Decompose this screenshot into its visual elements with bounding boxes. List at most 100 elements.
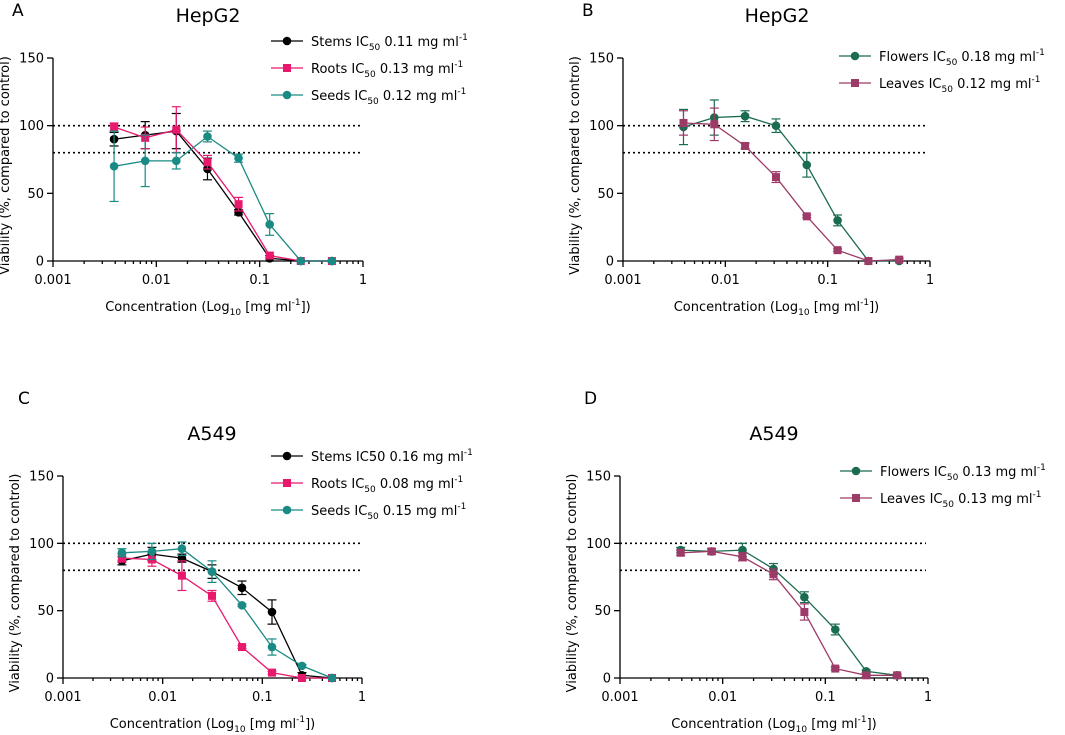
legend-marker <box>282 451 292 461</box>
x-tick-label: 0.001 <box>604 273 641 288</box>
legend-marker <box>850 51 860 61</box>
data-point <box>265 220 274 229</box>
x-tick-label: 0.1 <box>252 690 273 705</box>
data-point <box>140 156 150 166</box>
legend-label: Flowers IC50​ 0.18 mg ml-1​ <box>879 48 1045 68</box>
legend-item: Leaves IC50​ 0.12 mg ml-1​ <box>839 75 1040 95</box>
legend-label: Roots IC50​ 0.13 mg ml-1​ <box>311 60 463 80</box>
legend-item: Stems IC50 0.16 mg ml-1​ <box>271 448 473 465</box>
data-point <box>679 118 688 127</box>
legend-item: Seeds IC50​ 0.12 mg ml-1​ <box>271 87 466 107</box>
data-point <box>800 608 809 617</box>
data-point <box>833 246 842 255</box>
data-point <box>862 671 871 680</box>
y-axis-title: Viability (%, compared to control) <box>568 56 583 275</box>
data-point <box>267 642 277 652</box>
data-point <box>234 153 243 163</box>
y-tick-label: 50 <box>37 604 54 619</box>
series-line <box>683 122 900 262</box>
data-point <box>177 544 187 554</box>
series-line <box>114 130 332 262</box>
panel-title: HepG2 <box>176 5 241 27</box>
legend-item: Leaves IC50​ 0.13 mg ml-1​ <box>840 490 1041 510</box>
data-point <box>710 120 719 129</box>
x-tick-label: 0.001 <box>44 690 81 705</box>
x-tick-label: 1 <box>924 690 932 705</box>
data-point <box>267 607 277 617</box>
panel-c: C A549 0 50 100 150 0.001 0.01 0.1 1 Concentration… <box>8 389 473 735</box>
series-line <box>680 550 898 676</box>
panel-letter: C <box>18 389 30 409</box>
legend-label: Leaves IC50​ 0.12 mg ml-1​ <box>879 75 1040 95</box>
data-point <box>802 212 811 221</box>
data-point <box>802 160 812 170</box>
data-point <box>207 591 216 600</box>
legend-label: Seeds IC50​ 0.12 mg ml-1​ <box>311 87 466 107</box>
panel-d: D A549 0 50 100 150 0.001 0.01 0.1 1 Concentration… <box>565 389 1046 735</box>
legend-marker <box>282 36 292 46</box>
legend-item: Flowers IC50​ 0.18 mg ml-1​ <box>839 48 1045 68</box>
data-point <box>327 256 337 266</box>
data-point <box>893 671 902 680</box>
data-point <box>297 661 307 671</box>
data-point <box>738 552 747 561</box>
y-tick-label: 100 <box>29 537 54 552</box>
x-axis-title: Concentration (Log10​ [mg ml-1​]) <box>105 298 311 318</box>
y-tick-label: 150 <box>589 52 614 67</box>
data-point <box>234 207 243 217</box>
x-tick-label: 1 <box>926 273 934 288</box>
y-axis-title: Viability (%, compared to control) <box>8 474 23 693</box>
data-point <box>741 141 750 150</box>
y-axis-title: Viability (%, compared to control) <box>565 474 580 693</box>
data-point <box>327 673 337 683</box>
legend-label: Seeds IC50​ 0.15 mg ml-1​ <box>311 502 466 522</box>
x-tick-label: 0.01 <box>708 690 737 705</box>
legend-marker <box>851 79 859 87</box>
panel-b: B HepG2 0 50 100 150 0.001 0.01 0.1 1 Concentratio… <box>568 1 1045 318</box>
legend-label: Flowers IC50​ 0.13 mg ml-1​ <box>880 463 1046 483</box>
series-seeds <box>117 541 337 683</box>
data-point <box>864 257 873 265</box>
data-point <box>207 567 217 576</box>
data-point <box>771 121 781 130</box>
data-point <box>109 161 119 171</box>
panel-letter: B <box>582 1 594 21</box>
series-roots <box>109 106 336 265</box>
data-point <box>830 625 840 634</box>
x-tick-label: 0.01 <box>142 273 171 288</box>
legend-marker <box>282 90 292 100</box>
y-tick-label: 150 <box>29 470 54 485</box>
series-seeds <box>109 130 337 266</box>
x-axis-title: Concentration (Log10​ [mg ml-1​]) <box>110 715 316 735</box>
y-tick-label: 100 <box>589 119 614 134</box>
data-point <box>177 571 186 580</box>
y-tick-label: 50 <box>594 604 611 619</box>
series-line <box>121 553 333 679</box>
series-line <box>680 549 898 676</box>
data-point <box>707 547 716 556</box>
legend-label: Stems IC50​ 0.11 mg ml-1​ <box>311 33 468 53</box>
data-point <box>203 132 212 141</box>
x-tick-label: 0.01 <box>711 273 740 288</box>
y-tick-label: 0 <box>36 255 44 270</box>
data-point <box>234 200 243 209</box>
data-point <box>203 158 212 167</box>
y-tick-label: 0 <box>606 255 614 270</box>
series-leaves <box>678 107 904 265</box>
series-leaves <box>676 547 902 680</box>
data-point <box>237 600 247 610</box>
data-point <box>831 664 840 673</box>
legend-item: Roots IC50​ 0.08 mg ml-1​ <box>271 475 463 495</box>
x-tick-label: 0.01 <box>148 690 177 705</box>
panel-title: A549 <box>187 423 236 445</box>
series-line <box>121 557 332 679</box>
y-tick-label: 150 <box>586 470 611 485</box>
panel-a: A HepG2 0 50 100 150 0.001 0.01 0.1 1 Concentratio… <box>0 1 468 318</box>
y-axis-title: Viability (%, compared to control) <box>0 56 13 275</box>
x-tick-label: 0.1 <box>249 273 270 288</box>
y-tick-label: 50 <box>27 187 44 202</box>
data-point <box>267 668 276 677</box>
panel-title: A549 <box>749 423 798 445</box>
data-point <box>771 173 780 182</box>
